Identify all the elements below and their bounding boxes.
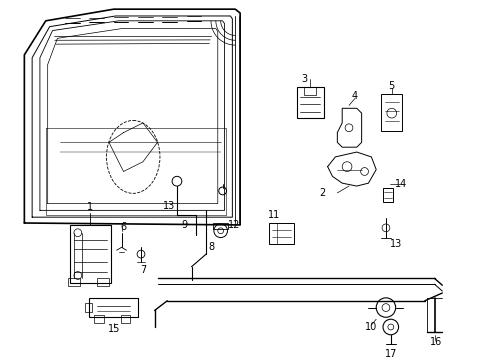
Bar xyxy=(304,87,316,95)
Bar xyxy=(85,303,93,312)
Text: 17: 17 xyxy=(385,349,397,359)
Bar xyxy=(121,315,130,323)
Text: 2: 2 xyxy=(319,188,326,198)
Text: 13: 13 xyxy=(390,239,402,249)
Text: 8: 8 xyxy=(208,242,214,252)
Bar xyxy=(68,278,80,286)
Text: 12: 12 xyxy=(228,220,241,230)
Bar xyxy=(90,298,138,317)
Text: 5: 5 xyxy=(389,81,395,91)
Bar xyxy=(213,223,228,229)
Bar xyxy=(70,225,111,283)
Text: 15: 15 xyxy=(108,324,120,334)
Bar xyxy=(383,188,393,202)
Text: 16: 16 xyxy=(430,337,442,347)
Text: 9: 9 xyxy=(182,220,188,230)
Bar xyxy=(270,223,294,244)
Text: 6: 6 xyxy=(121,222,126,232)
Text: 14: 14 xyxy=(395,179,408,189)
Bar xyxy=(95,315,104,323)
Bar xyxy=(97,278,109,286)
Bar xyxy=(381,94,402,131)
Text: 4: 4 xyxy=(352,91,358,101)
Text: 11: 11 xyxy=(268,210,280,220)
Text: 13: 13 xyxy=(163,201,175,211)
Text: 3: 3 xyxy=(301,74,307,84)
Bar xyxy=(296,87,324,118)
Text: 1: 1 xyxy=(87,202,94,212)
Text: 10: 10 xyxy=(365,322,377,332)
Text: 7: 7 xyxy=(140,265,146,275)
